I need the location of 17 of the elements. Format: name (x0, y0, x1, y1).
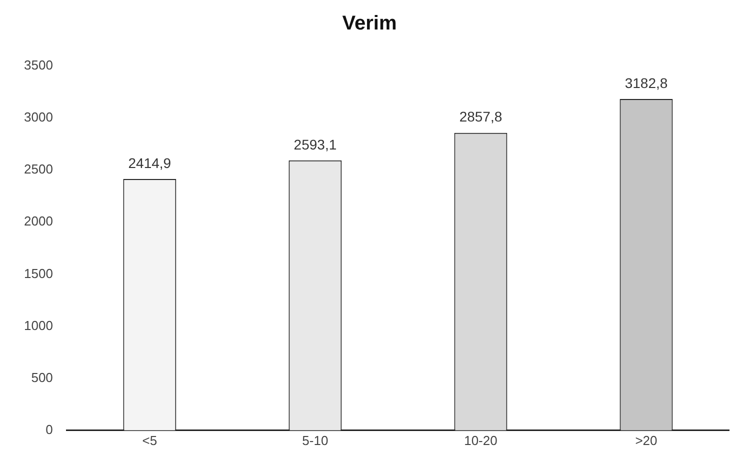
y-tick-label: 2000 (24, 214, 53, 229)
y-tick-label: 1000 (24, 318, 53, 333)
data-label: 2857,8 (459, 108, 502, 125)
x-tick-label: >20 (635, 432, 658, 448)
y-tick-label: 3500 (24, 58, 53, 73)
x-tick-label: <5 (142, 432, 158, 448)
y-tick-label: 2500 (24, 162, 53, 177)
x-tick-label: 5-10 (302, 432, 328, 448)
data-label: 2414,9 (128, 154, 172, 171)
chart-title: Verim (342, 12, 397, 35)
y-tick-label: 1500 (24, 266, 53, 281)
y-tick-label: 500 (31, 370, 53, 385)
y-tick-label: 3000 (24, 110, 53, 125)
data-label: 3182,8 (624, 74, 668, 91)
y-tick-label: 0 (46, 422, 53, 437)
data-label: 2593,1 (294, 136, 337, 152)
x-tick-label: 10-20 (464, 432, 498, 448)
